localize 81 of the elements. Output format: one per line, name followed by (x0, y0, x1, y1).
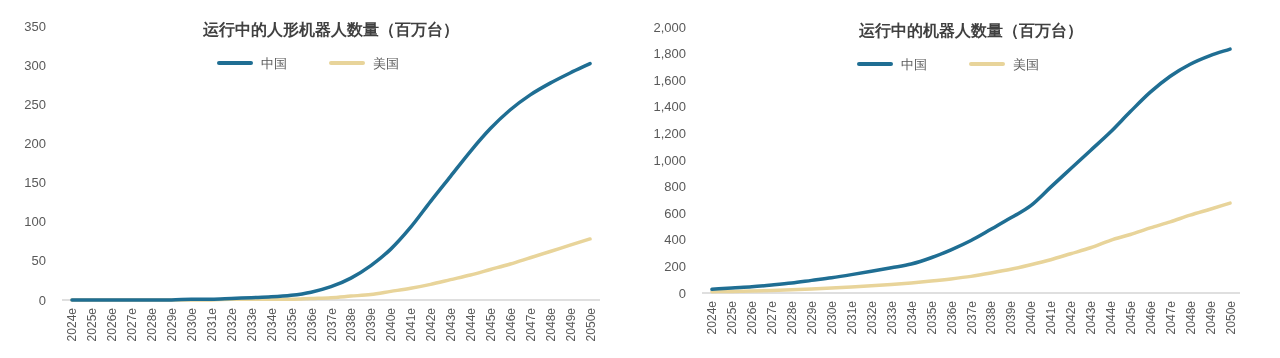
y-tick-label: 150 (24, 175, 46, 191)
x-tick-label: 2042e (424, 307, 439, 342)
x-tick-label: 2048e (543, 307, 558, 342)
x-tick-label: 2024e (65, 307, 80, 342)
x-tick-label: 2041e (1044, 300, 1059, 335)
y-tick-label: 1,000 (653, 152, 686, 168)
x-tick-label: 2029e (165, 307, 180, 342)
x-tick-label: 2034e (264, 307, 279, 342)
x-tick-label: 2025e (725, 300, 740, 335)
y-tick-label: 50 (31, 253, 46, 269)
x-tick-label: 2041e (404, 307, 419, 342)
x-tick-label: 2038e (984, 300, 999, 335)
y-tick-label: 0 (38, 292, 46, 308)
x-tick-label: 2036e (304, 307, 319, 342)
x-tick-label: 2045e (483, 307, 498, 342)
x-tick-label: 2032e (224, 307, 239, 342)
x-tick-label: 2047e (1163, 300, 1178, 335)
x-tick-label: 2024e (705, 300, 720, 335)
x-tick-label: 2030e (825, 300, 840, 335)
x-tick-label: 2027e (125, 307, 140, 342)
legend-label: 中国 (261, 56, 287, 71)
x-tick-label: 2032e (864, 300, 879, 335)
y-tick-label: 200 (24, 135, 46, 151)
x-tick-label: 2050e (583, 307, 598, 342)
chart-title: 运行中的机器人数量（百万台） (858, 22, 1083, 40)
y-tick-label: 200 (664, 258, 686, 274)
legend-label: 美国 (1013, 57, 1039, 72)
x-tick-label: 2044e (463, 307, 478, 342)
x-tick-label: 2050e (1223, 300, 1238, 335)
x-tick-label: 2040e (384, 307, 399, 342)
x-tick-label: 2048e (1183, 300, 1198, 335)
x-tick-label: 2046e (1143, 300, 1158, 335)
x-tick-label: 2033e (884, 300, 899, 335)
x-tick-label: 2045e (1123, 300, 1138, 335)
x-tick-label: 2043e (1084, 300, 1099, 335)
chart-title: 运行中的人形机器人数量（百万台） (202, 21, 459, 39)
x-tick-label: 2026e (745, 300, 760, 335)
x-tick-label: 2028e (785, 300, 800, 335)
x-tick-label: 2031e (844, 300, 859, 335)
y-tick-label: 1,600 (653, 72, 686, 88)
x-tick-label: 2028e (145, 307, 160, 342)
x-tick-label: 2034e (904, 300, 919, 335)
y-tick-label: 300 (24, 57, 46, 73)
legend-label: 中国 (901, 57, 927, 72)
x-tick-label: 2049e (1203, 300, 1218, 335)
x-tick-label: 2030e (185, 307, 200, 342)
line-series (710, 201, 1232, 294)
x-tick-label: 2027e (765, 300, 780, 335)
x-tick-label: 2044e (1103, 300, 1118, 335)
x-tick-label: 2037e (964, 300, 979, 335)
x-tick-label: 2033e (244, 307, 259, 342)
x-tick-label: 2037e (324, 307, 339, 342)
y-tick-label: 1,800 (653, 46, 686, 62)
x-tick-label: 2049e (563, 307, 578, 342)
x-tick-label: 2047e (523, 307, 538, 342)
line-series (710, 47, 1232, 292)
x-tick-label: 2043e (444, 307, 459, 342)
x-tick-label: 2042e (1064, 300, 1079, 335)
x-tick-label: 2039e (1004, 300, 1019, 335)
y-tick-label: 800 (664, 179, 686, 195)
y-tick-label: 350 (24, 18, 46, 34)
x-tick-label: 2039e (364, 307, 379, 342)
y-tick-label: 0 (678, 285, 686, 301)
x-tick-label: 2035e (924, 300, 939, 335)
x-tick-label: 2029e (805, 300, 820, 335)
y-tick-label: 2,000 (653, 19, 686, 35)
y-tick-label: 400 (664, 232, 686, 248)
y-tick-label: 1,400 (653, 99, 686, 115)
legend-label: 美国 (373, 56, 399, 71)
x-tick-label: 2046e (503, 307, 518, 342)
x-tick-label: 2031e (204, 307, 219, 342)
y-tick-label: 600 (664, 205, 686, 221)
y-tick-label: 1,200 (653, 125, 686, 141)
y-tick-label: 100 (24, 214, 46, 230)
y-tick-label: 250 (24, 96, 46, 112)
x-tick-label: 2040e (1024, 300, 1039, 335)
x-tick-label: 2035e (284, 307, 299, 342)
x-tick-label: 2038e (344, 307, 359, 342)
x-tick-label: 2025e (85, 307, 100, 342)
x-tick-label: 2026e (105, 307, 120, 342)
x-tick-label: 2036e (944, 300, 959, 335)
